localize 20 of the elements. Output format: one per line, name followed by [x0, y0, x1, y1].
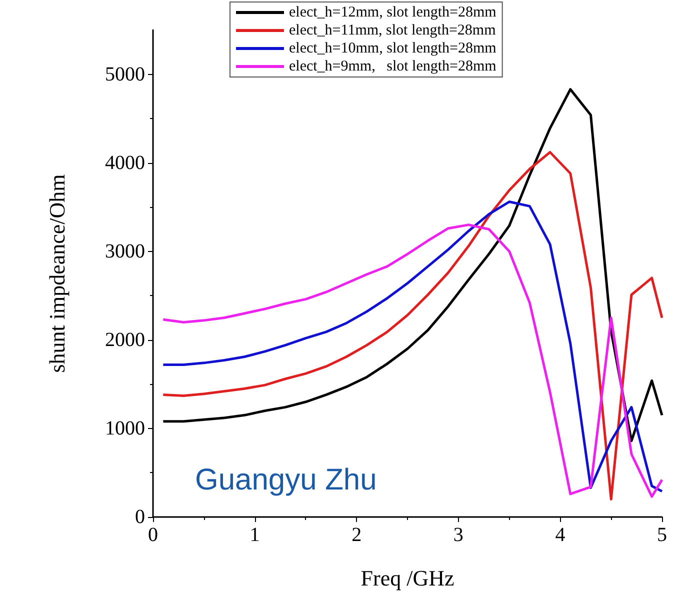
y-tick-label: 2000 — [105, 328, 145, 351]
y-tick-label: 3000 — [105, 240, 145, 262]
y-tick-label: 1000 — [105, 417, 145, 440]
y-tick-label: 0 — [135, 506, 145, 528]
x-tick-label: 5 — [657, 524, 667, 546]
legend-label: elect_h=11mm, slot length=28mm — [289, 22, 496, 38]
x-axis-title: Freq /GHz — [360, 566, 454, 590]
x-tick-label: 4 — [555, 524, 566, 546]
x-tick-label: 2 — [352, 524, 362, 546]
legend-label: elect_h=10mm, slot length=28mm — [289, 40, 497, 56]
legend-label: elect_h=9mm, slot length=28mm — [289, 58, 497, 74]
y-tick-label: 4000 — [105, 152, 145, 174]
x-tick-label: 1 — [250, 524, 260, 546]
annotation: Guangyu Zhu — [195, 464, 377, 496]
y-tick-label: 5000 — [105, 63, 145, 86]
y-axis-title: shunt impdeance/Ohm — [44, 174, 70, 373]
legend-label: elect_h=12mm, slot length=28mm — [289, 4, 497, 20]
line-series — [162, 88, 664, 442]
line-series — [162, 150, 664, 501]
x-tick-label: 3 — [453, 524, 464, 546]
